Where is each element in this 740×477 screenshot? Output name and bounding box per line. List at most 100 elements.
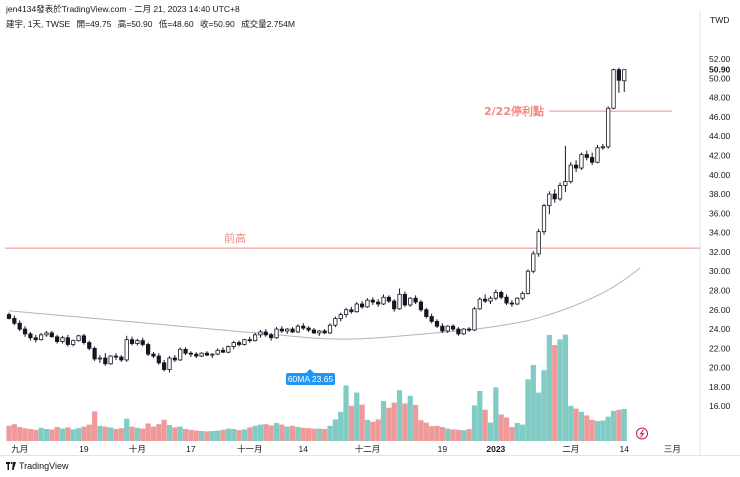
- candlestick[interactable]: [76, 334, 81, 342]
- candlestick[interactable]: [178, 347, 183, 361]
- candlestick[interactable]: [317, 330, 322, 336]
- candlestick[interactable]: [365, 298, 370, 308]
- candlestick[interactable]: [199, 352, 204, 358]
- candlestick[interactable]: [6, 312, 12, 320]
- tradingview-footer[interactable]: TradingView: [6, 461, 69, 471]
- candlestick[interactable]: [509, 300, 515, 307]
- candlestick[interactable]: [595, 144, 600, 164]
- candlestick[interactable]: [611, 68, 616, 110]
- candlestick[interactable]: [520, 291, 525, 301]
- candlestick[interactable]: [204, 351, 210, 357]
- candlestick[interactable]: [252, 332, 258, 342]
- price-axis[interactable]: TWD 16.00 18.00 20.00 22.00 24.00 26.00 28.00 30…: [709, 15, 731, 411]
- candlestick[interactable]: [392, 299, 397, 312]
- candlestick[interactable]: [183, 347, 188, 356]
- candlestick[interactable]: [65, 334, 70, 347]
- candlestick[interactable]: [247, 336, 252, 343]
- candlestick[interactable]: [306, 326, 311, 332]
- candlestick[interactable]: [499, 290, 504, 300]
- candlestick[interactable]: [172, 355, 177, 362]
- candlestick[interactable]: [349, 306, 354, 314]
- candlestick[interactable]: [541, 203, 547, 235]
- candlestick[interactable]: [290, 327, 295, 333]
- candlestick[interactable]: [547, 191, 552, 215]
- candlestick[interactable]: [215, 348, 220, 356]
- candlestick[interactable]: [568, 162, 573, 184]
- candlestick[interactable]: [220, 347, 226, 354]
- candlestick[interactable]: [493, 289, 498, 301]
- candlestick[interactable]: [434, 319, 440, 329]
- candlestick[interactable]: [397, 288, 402, 310]
- candlestick[interactable]: [44, 331, 49, 337]
- candlestick[interactable]: [87, 340, 92, 351]
- candlestick[interactable]: [97, 355, 103, 363]
- candlestick[interactable]: [418, 300, 424, 312]
- candlestick[interactable]: [49, 331, 54, 338]
- candlestick[interactable]: [301, 323, 306, 331]
- candlestick[interactable]: [450, 324, 456, 331]
- candlestick[interactable]: [386, 295, 391, 304]
- candlestick[interactable]: [145, 342, 151, 357]
- candlestick[interactable]: [338, 312, 343, 322]
- candlestick[interactable]: [269, 332, 274, 341]
- candlestick[interactable]: [226, 345, 231, 354]
- candlestick[interactable]: [274, 327, 279, 339]
- candlestick[interactable]: [140, 337, 145, 347]
- candlestick[interactable]: [129, 336, 135, 346]
- candlestick[interactable]: [28, 331, 33, 341]
- candlestick[interactable]: [39, 332, 44, 341]
- candlestick[interactable]: [402, 291, 408, 307]
- candlestick[interactable]: [354, 302, 359, 313]
- candlestick[interactable]: [525, 269, 531, 295]
- candlestick[interactable]: [92, 346, 97, 361]
- candlestick[interactable]: [119, 355, 124, 362]
- candlestick[interactable]: [536, 228, 541, 257]
- candlestick[interactable]: [108, 355, 113, 365]
- candlestick[interactable]: [295, 324, 301, 333]
- candlestick[interactable]: [579, 152, 584, 170]
- candlestick[interactable]: [210, 353, 215, 358]
- candlestick[interactable]: [504, 294, 509, 305]
- candlestick[interactable]: [236, 340, 242, 347]
- candlestick[interactable]: [285, 328, 290, 334]
- candlestick[interactable]: [81, 333, 86, 345]
- candlestick[interactable]: [376, 299, 381, 307]
- candlestick[interactable]: [124, 335, 129, 362]
- candlestick[interactable]: [279, 326, 284, 333]
- candlestick[interactable]: [584, 150, 589, 161]
- candlestick[interactable]: [194, 352, 199, 358]
- candlestick[interactable]: [515, 297, 520, 305]
- candlestick[interactable]: [263, 329, 268, 337]
- candlestick[interactable]: [466, 327, 472, 332]
- candlestick[interactable]: [33, 334, 38, 343]
- candlestick[interactable]: [440, 323, 445, 333]
- candlestick[interactable]: [167, 356, 172, 373]
- candlestick[interactable]: [22, 326, 28, 337]
- candlestick[interactable]: [557, 182, 563, 201]
- candlestick[interactable]: [231, 340, 236, 350]
- candlestick[interactable]: [113, 353, 119, 360]
- candlestick[interactable]: [600, 143, 605, 150]
- candlestick[interactable]: [103, 353, 108, 366]
- candlestick[interactable]: [359, 301, 365, 309]
- candlestick[interactable]: [381, 294, 386, 305]
- candlestick[interactable]: [531, 250, 536, 274]
- candlestick[interactable]: [483, 294, 488, 304]
- candlestick[interactable]: [12, 315, 17, 326]
- candlestick[interactable]: [606, 106, 611, 149]
- candlestick[interactable]: [71, 339, 76, 347]
- candlestick[interactable]: [370, 297, 375, 305]
- candlestick[interactable]: [188, 351, 193, 358]
- candlestick[interactable]: [424, 307, 429, 319]
- candlestick[interactable]: [563, 145, 568, 193]
- candlestick[interactable]: [343, 307, 349, 318]
- annotation-lines[interactable]: 前高 2/22停利點: [5, 104, 700, 249]
- candlestick[interactable]: [445, 325, 450, 333]
- candlestick[interactable]: [461, 328, 466, 335]
- candlesticks[interactable]: [6, 67, 627, 373]
- candlestick[interactable]: [60, 335, 65, 344]
- candlestick[interactable]: [162, 359, 167, 372]
- candlestick[interactable]: [156, 353, 161, 365]
- candlestick[interactable]: [590, 152, 595, 166]
